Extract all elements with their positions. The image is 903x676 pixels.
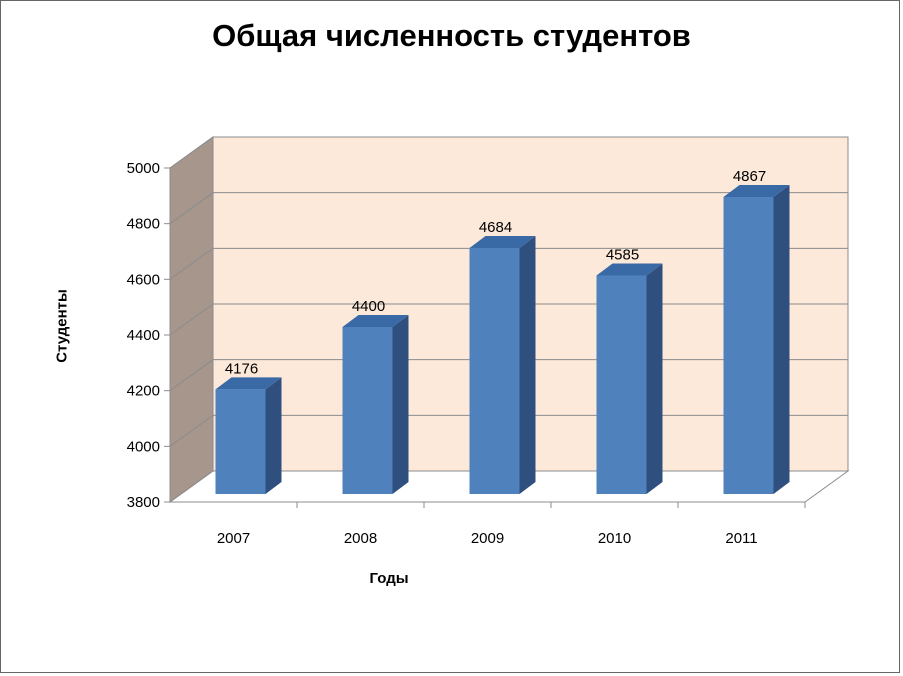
data-label: 4400 [352, 298, 385, 315]
chart-title: Общая численность студентов [212, 18, 691, 53]
data-label: 4684 [479, 219, 512, 236]
bar-top [596, 263, 663, 276]
y-tick-label: 3800 [127, 494, 160, 511]
bar-top [469, 235, 536, 248]
data-label: 4176 [225, 360, 258, 377]
x-tick-label: 2010 [598, 530, 631, 547]
bar-2009 [469, 235, 536, 494]
bar-side [773, 185, 790, 495]
y-tick-label: 4800 [127, 216, 160, 233]
bar-side [646, 263, 663, 494]
bar-top [215, 377, 282, 390]
bar-side [519, 235, 536, 494]
x-tick-label: 2011 [725, 530, 757, 547]
bar-2011 [723, 185, 790, 495]
gridline [169, 136, 848, 169]
bar-top [723, 185, 790, 198]
bar-front [596, 275, 647, 494]
y-tick-label: 4200 [127, 383, 160, 400]
gridline [169, 192, 848, 225]
x-axis-label: Годы [369, 570, 409, 587]
y-tick-label: 5000 [127, 160, 160, 177]
bar-front [723, 197, 774, 495]
bar-top [342, 315, 409, 327]
x-tick-label: 2009 [471, 530, 504, 547]
data-label: 4867 [733, 168, 766, 185]
bar-front [342, 327, 393, 494]
bar-front [469, 247, 520, 494]
bar-side [392, 315, 409, 494]
bar-2008 [342, 315, 409, 494]
bar-2010 [596, 263, 663, 494]
x-tick-label: 2007 [217, 530, 250, 547]
y-tick-label: 4400 [127, 327, 160, 344]
bar-side [265, 377, 282, 494]
y-tick-label: 4000 [127, 438, 160, 455]
bar-2007 [215, 377, 282, 494]
gridline [169, 247, 848, 280]
y-tick-label: 4600 [127, 271, 160, 288]
x-tick-label: 2008 [344, 530, 377, 547]
data-label: 4585 [606, 247, 639, 264]
bar-front [215, 389, 266, 494]
